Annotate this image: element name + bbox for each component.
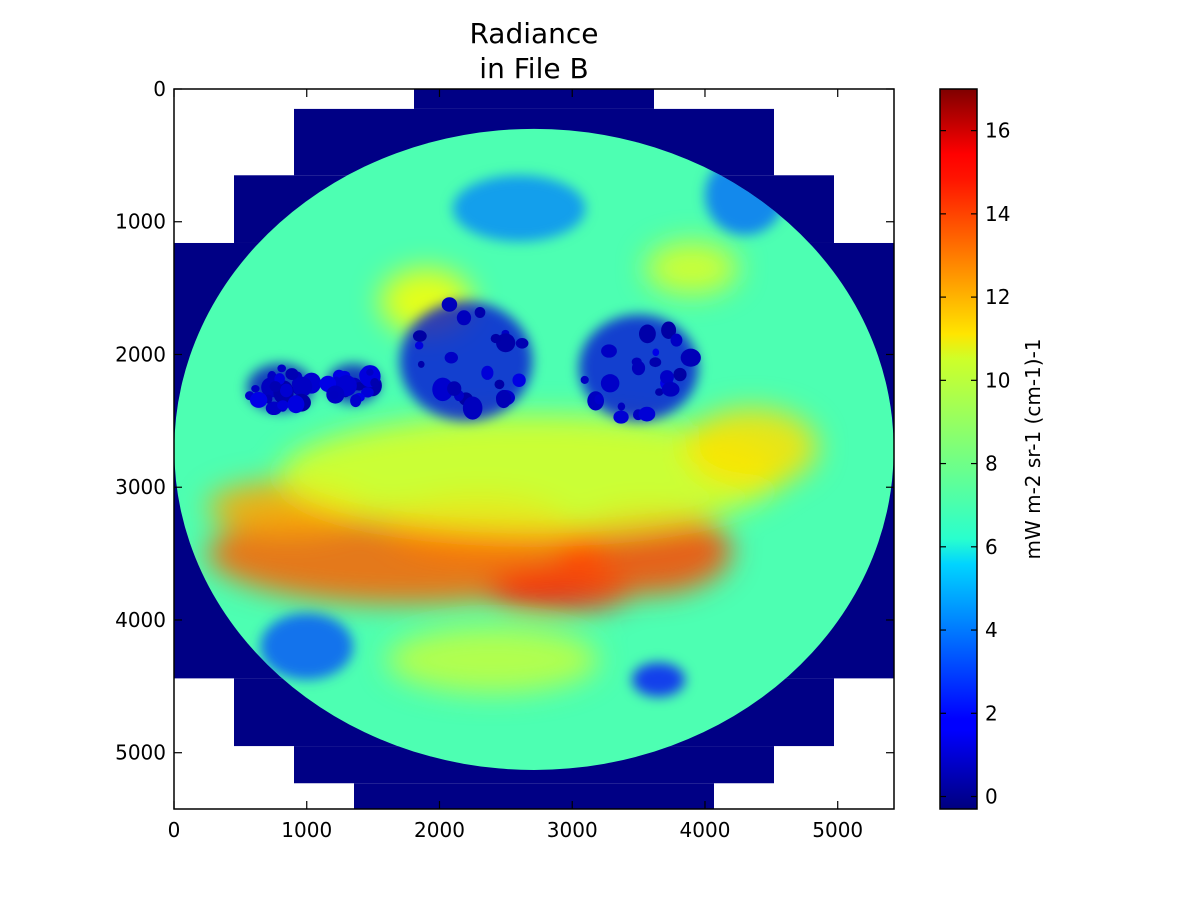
x-axis: 0 1000 2000 3000 4000 5000 bbox=[168, 89, 863, 842]
colorbar-frame bbox=[939, 88, 978, 810]
cloud-speck bbox=[680, 348, 701, 367]
y-tick-label: 2000 bbox=[115, 342, 166, 366]
cloud-speck bbox=[512, 373, 526, 388]
cloud-speck bbox=[496, 390, 512, 409]
cloud-speck bbox=[279, 383, 293, 398]
cloud-speck bbox=[267, 371, 277, 382]
cloud-speck bbox=[441, 297, 458, 312]
cloud-speck bbox=[249, 392, 268, 408]
cloud-speck bbox=[432, 377, 454, 402]
cloud-speck bbox=[601, 344, 617, 358]
colorbar-tick-label: 2 bbox=[985, 701, 998, 725]
cloud-speck bbox=[661, 321, 677, 339]
x-tick-label: 1000 bbox=[281, 818, 332, 842]
chart-title: Radiance in File B bbox=[469, 17, 598, 85]
cloud-speck bbox=[361, 387, 374, 398]
colorbar-tick-label: 4 bbox=[985, 618, 998, 642]
cloud-speck bbox=[617, 402, 626, 411]
cloud-speck bbox=[414, 341, 424, 350]
y-axis: 0 1000 2000 3000 4000 5000 bbox=[115, 77, 894, 765]
colorbar-ticks: 0 2 4 6 8 10 12 14 16 bbox=[940, 119, 1010, 809]
y-tick-label: 0 bbox=[153, 77, 166, 101]
cloud-speck bbox=[269, 381, 282, 392]
cloud-speck bbox=[412, 330, 427, 342]
colorbar: 0 2 4 6 8 10 12 14 16 mW m-2 sr-1 (cm-1)-1 bbox=[939, 88, 1045, 810]
x-tick-label: 0 bbox=[168, 818, 181, 842]
plot-frame bbox=[173, 88, 895, 810]
feature-cold-cluster bbox=[631, 662, 686, 697]
fill-block bbox=[414, 89, 654, 109]
y-tick-label: 3000 bbox=[115, 475, 166, 499]
feature-moderate bbox=[645, 241, 739, 295]
cloud-speck bbox=[613, 410, 629, 424]
cloud-speck bbox=[652, 348, 660, 357]
colorbar-tick-label: 12 bbox=[985, 285, 1010, 309]
x-tick-label: 2000 bbox=[414, 818, 465, 842]
colorbar-tick-label: 10 bbox=[985, 368, 1010, 392]
cloud-speck bbox=[655, 388, 664, 396]
cloud-speck bbox=[481, 365, 494, 380]
y-tick-label: 5000 bbox=[115, 741, 166, 765]
colorbar-label: mW m-2 sr-1 (cm-1)-1 bbox=[1021, 338, 1045, 559]
colorbar-tick-label: 6 bbox=[985, 535, 998, 559]
cloud-speck bbox=[638, 406, 656, 422]
colorbar-tick-label: 8 bbox=[985, 452, 998, 476]
cloud-speck bbox=[494, 379, 505, 390]
cloud-speck bbox=[329, 390, 339, 400]
chart-title-line-1: Radiance bbox=[469, 17, 598, 50]
y-tick-label: 4000 bbox=[115, 608, 166, 632]
cloud-speck bbox=[474, 306, 486, 318]
cloud-speck bbox=[366, 368, 374, 376]
cloud-speck bbox=[638, 324, 656, 344]
cloud-speck bbox=[370, 377, 380, 388]
feature-cold-cluster bbox=[260, 613, 354, 680]
cloud-speck bbox=[447, 381, 462, 396]
cloud-speck bbox=[277, 364, 287, 373]
cloud-speck bbox=[354, 381, 364, 391]
colorbar-gradient bbox=[940, 89, 977, 809]
disk-cloud-specks bbox=[245, 297, 701, 424]
colorbar-tick-label: 16 bbox=[985, 119, 1010, 143]
x-tick-label: 3000 bbox=[547, 818, 598, 842]
feature-cold-cluster bbox=[452, 175, 586, 242]
cloud-speck bbox=[631, 360, 646, 376]
cloud-speck bbox=[661, 382, 680, 397]
cloud-speck bbox=[515, 338, 529, 349]
feature-moderate bbox=[280, 414, 785, 534]
cloud-speck bbox=[251, 385, 260, 393]
image-plot-area bbox=[174, 89, 894, 809]
y-tick-label: 1000 bbox=[115, 210, 166, 234]
cloud-speck bbox=[287, 395, 305, 414]
chart-title-line-2: in File B bbox=[479, 52, 588, 85]
cloud-speck bbox=[292, 376, 313, 397]
cloud-speck bbox=[342, 377, 355, 389]
earth-disk bbox=[174, 128, 894, 770]
cloud-speck bbox=[649, 357, 662, 368]
x-tick-label: 5000 bbox=[812, 818, 863, 842]
cloud-speck bbox=[490, 333, 501, 344]
cloud-speck bbox=[580, 375, 589, 385]
feature-moderate bbox=[386, 626, 599, 693]
fill-block bbox=[354, 783, 714, 809]
cloud-speck bbox=[673, 367, 687, 382]
cloud-speck bbox=[350, 394, 362, 408]
feature-moderate bbox=[685, 407, 818, 488]
cloud-speck bbox=[462, 396, 483, 420]
cloud-speck bbox=[417, 360, 425, 368]
x-tick-label: 4000 bbox=[680, 818, 731, 842]
cloud-speck bbox=[600, 374, 620, 393]
cloud-speck bbox=[285, 368, 299, 380]
cloud-speck bbox=[670, 333, 683, 347]
cloud-speck bbox=[660, 370, 674, 385]
cloud-speck bbox=[594, 394, 604, 405]
cloud-speck bbox=[444, 351, 458, 364]
cloud-speck bbox=[277, 400, 289, 411]
colorbar-tick-label: 0 bbox=[985, 785, 998, 809]
colorbar-tick-label: 14 bbox=[985, 202, 1010, 226]
cloud-speck bbox=[456, 310, 472, 326]
